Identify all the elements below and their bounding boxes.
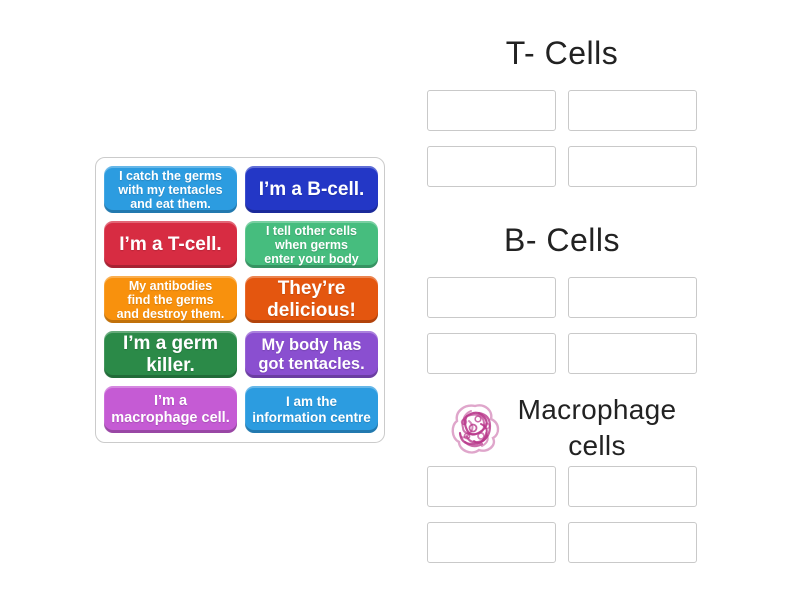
group-title-macrophage: Macrophage cells: [517, 394, 677, 461]
word-tile[interactable]: My body has got tentacles.: [245, 331, 378, 378]
group-header-macrophage: Macrophage cells: [427, 392, 697, 464]
group-title-b-cells: B- Cells: [503, 222, 620, 258]
word-tile[interactable]: I’m a macrophage cell.: [104, 386, 237, 433]
word-tile[interactable]: My antibodies find the germs and destroy…: [104, 276, 237, 323]
drop-slot[interactable]: [427, 333, 556, 374]
word-tile[interactable]: I’m a germ killer.: [104, 331, 237, 378]
drop-slot[interactable]: [568, 146, 697, 187]
drop-slot[interactable]: [568, 90, 697, 131]
drop-slot[interactable]: [427, 466, 556, 507]
word-tile[interactable]: They’re delicious!: [245, 276, 378, 323]
drop-slot[interactable]: [568, 466, 697, 507]
word-tile[interactable]: I’m a B-cell.: [245, 166, 378, 213]
group-macrophage-slots: [427, 466, 697, 563]
drop-slot[interactable]: [427, 277, 556, 318]
word-tile[interactable]: I catch the germs with my tentacles and …: [104, 166, 237, 213]
drop-slot[interactable]: [427, 90, 556, 131]
macrophage-cell-icon: [451, 404, 499, 454]
word-tile[interactable]: I am the information centre: [245, 386, 378, 433]
group-title-t-cells: T- Cells: [505, 35, 619, 71]
word-tile[interactable]: I tell other cells when germs enter your…: [245, 221, 378, 268]
drop-slot[interactable]: [568, 522, 697, 563]
drop-slot[interactable]: [568, 333, 697, 374]
drop-slot[interactable]: [427, 146, 556, 187]
group-b-cells-slots: [427, 277, 697, 374]
drop-slot[interactable]: [568, 277, 697, 318]
word-tiles-panel: I catch the germs with my tentacles and …: [95, 157, 385, 443]
word-tile[interactable]: I’m a T-cell.: [104, 221, 237, 268]
group-t-cells-slots: [427, 90, 697, 187]
drop-slot[interactable]: [427, 522, 556, 563]
